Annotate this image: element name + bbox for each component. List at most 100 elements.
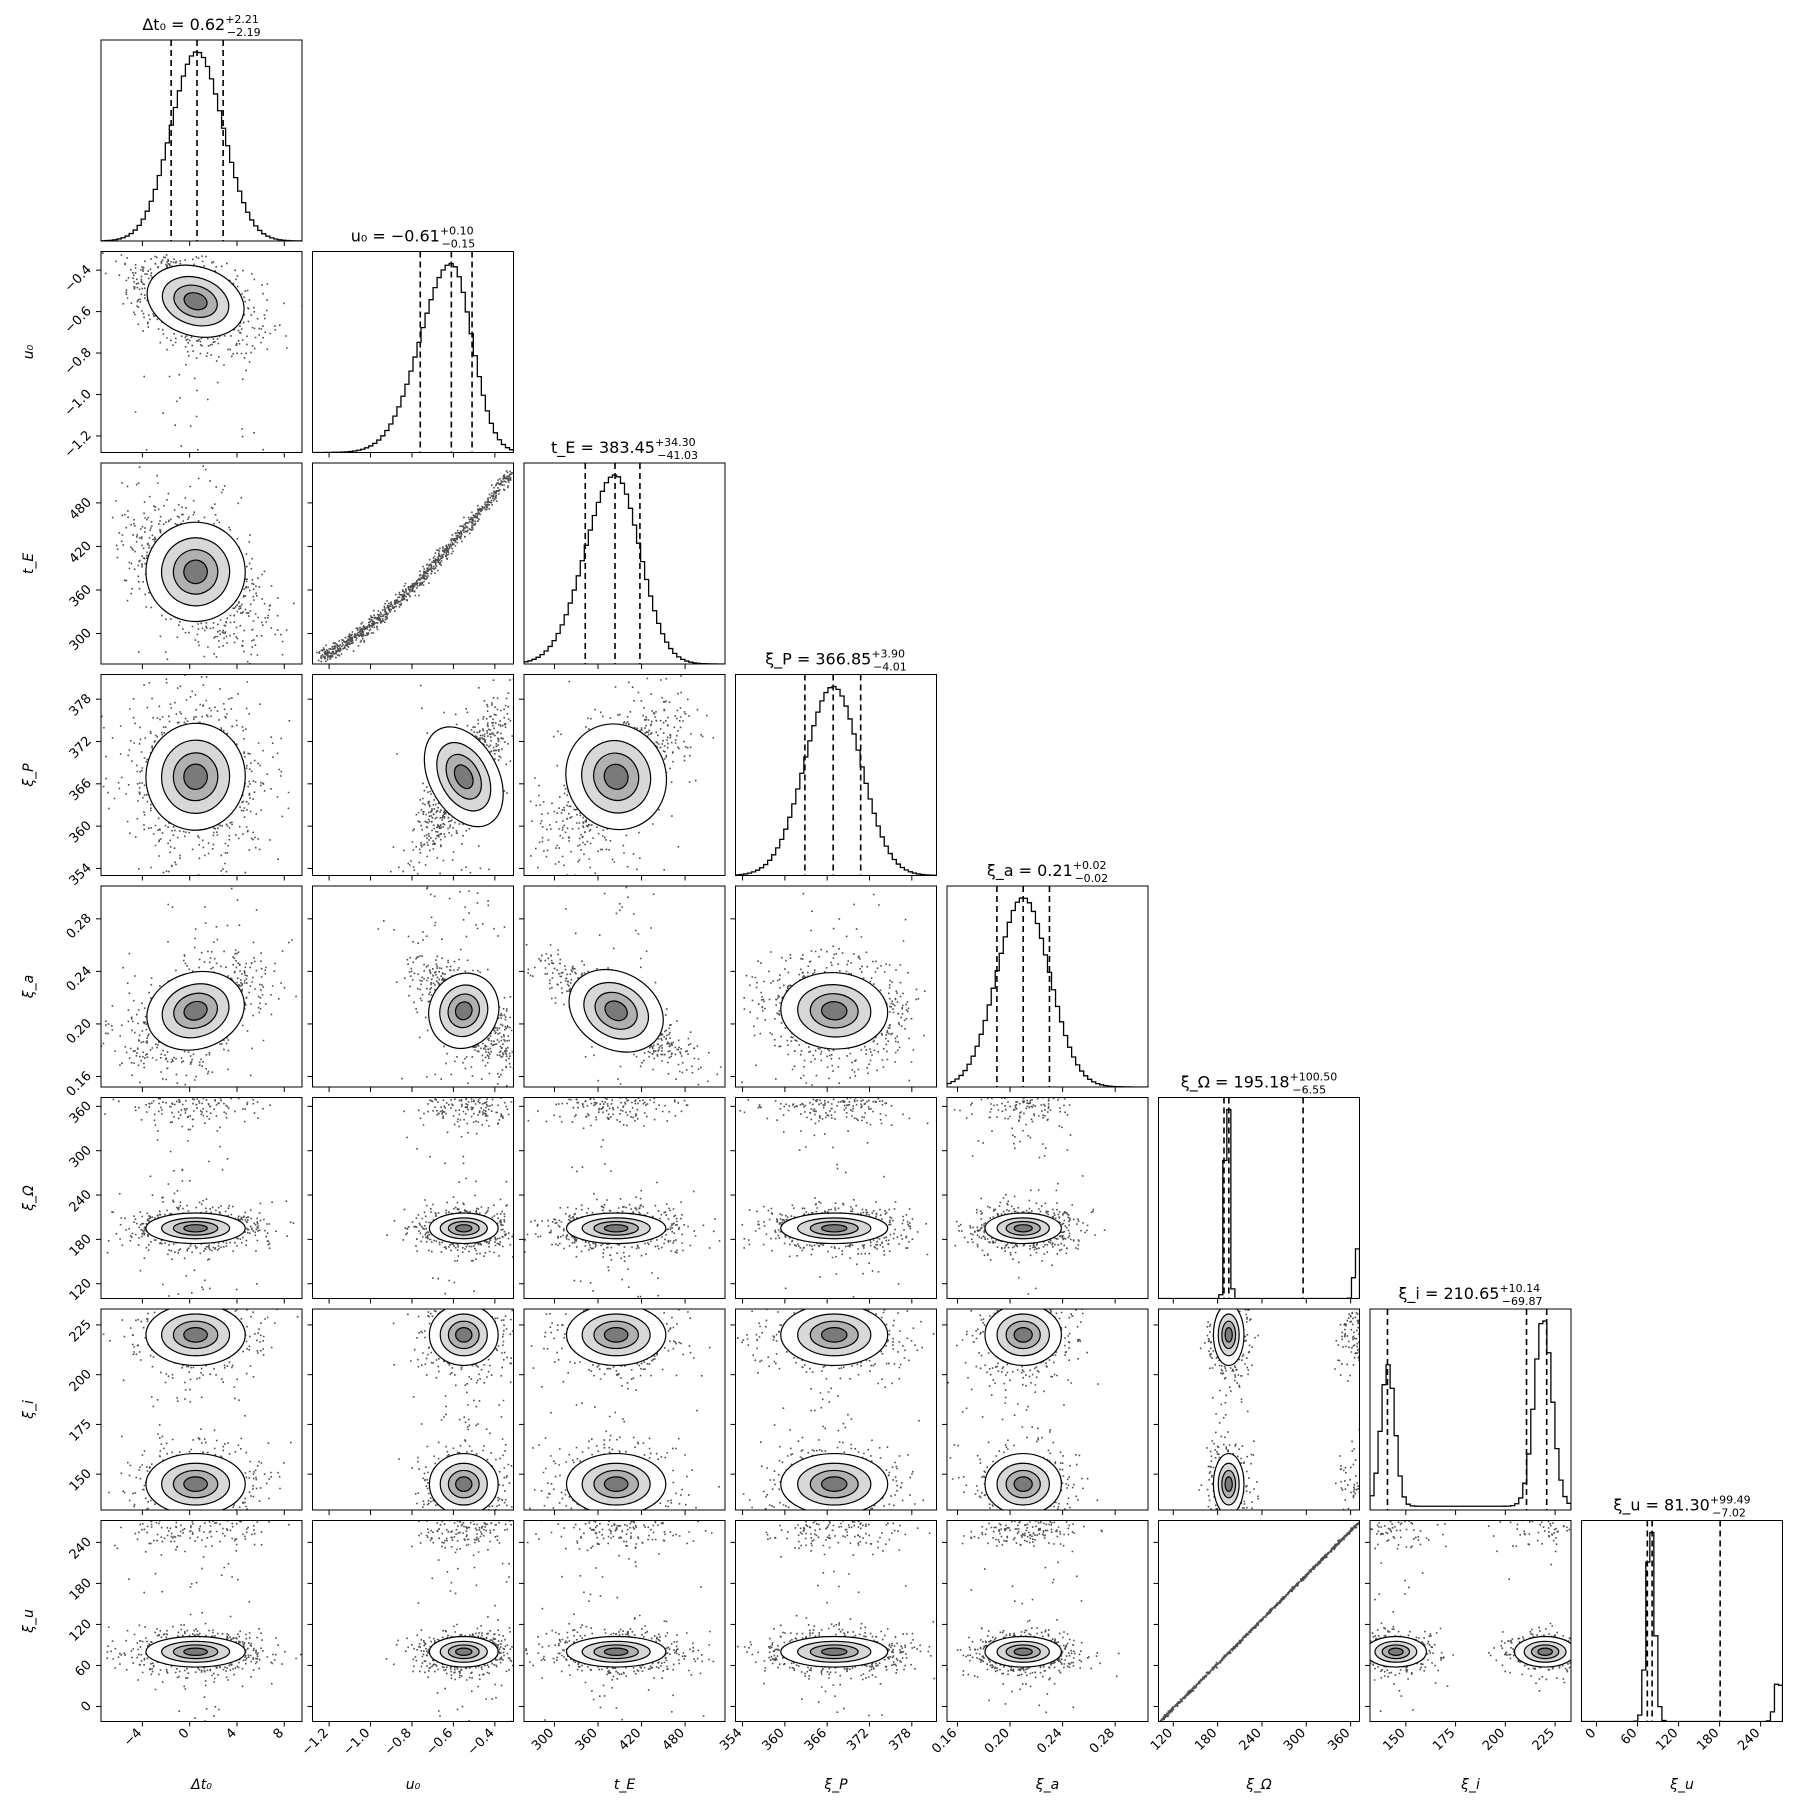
y-tick-label: 0.28: [64, 911, 95, 942]
scatter-panel-xiu-vs-tE: [511, 1501, 725, 1727]
hist-panel-xiP: ξ_P = 366.85+3.90 −4.01: [736, 648, 937, 881]
hist-panel-xii: ξ_i = 210.65+10.14 −69.87: [1370, 1282, 1571, 1515]
density-contours: [985, 1213, 1061, 1244]
panel-frame: [947, 1521, 1148, 1722]
panel-frame: [736, 675, 937, 876]
contour-level-3: [184, 1328, 208, 1342]
x-tick-label: 378: [886, 1726, 914, 1754]
histogram-step: [524, 475, 725, 664]
y-axis-label-u0: u₀: [21, 344, 37, 359]
scatter-panel-xia-vs-tE: [510, 886, 725, 1103]
panel-title-xiO: ξ_Ω = 195.18+100.50 −6.55: [1181, 1071, 1337, 1097]
hist-panel-tE: t_E = 383.45+34.30 −41.03: [524, 436, 725, 669]
x-tick-label: 120: [1653, 1726, 1681, 1754]
density-contours: [137, 959, 255, 1062]
histogram-step: [1370, 1321, 1571, 1510]
y-tick-label: −0.4: [62, 262, 95, 295]
panel-frame: [736, 1521, 937, 1722]
contour-level-3: [1014, 1477, 1032, 1491]
panel-title-xia: ξ_a = 0.21+0.02 −0.02: [987, 859, 1108, 885]
contour-level-3: [1538, 1648, 1552, 1655]
scatter-panel-tE-vs-u0: [308, 463, 516, 669]
contour-level-3: [822, 1477, 847, 1491]
scatter-panel-xiO-vs-u0: [308, 1073, 536, 1303]
density-contours: [1213, 1304, 1244, 1514]
y-tick-label: 150: [67, 1466, 95, 1494]
panel-frame: [1159, 1309, 1360, 1510]
density-contours: [133, 510, 258, 635]
contour-level-3: [1014, 1648, 1032, 1655]
hist-panel-dt0: Δt₀ = 0.62+2.21 −2.19: [101, 13, 302, 246]
scatter-panel-xiO-vs-xiP: [731, 1075, 946, 1303]
density-contours: [549, 708, 684, 846]
x-tick-label: −1.0: [340, 1726, 373, 1759]
scatter-points: [507, 1059, 721, 1298]
y-tick-label: 360: [67, 818, 95, 846]
x-tick-label: 225: [1530, 1726, 1558, 1754]
y-tick-label: 300: [67, 1143, 95, 1171]
panel-frame: [947, 1098, 1148, 1299]
panel-title-xiP: ξ_P = 366.85+3.90 −4.01: [765, 648, 907, 674]
panel-title-tE: t_E = 383.45+34.30 −41.03: [551, 436, 698, 462]
x-tick-label: 200: [1480, 1726, 1508, 1754]
y-tick-label: 378: [67, 691, 95, 719]
x-tick-label: 240: [1735, 1726, 1763, 1754]
density-contours: [567, 1636, 666, 1667]
panel-frame: [524, 1521, 725, 1722]
y-tick-label: 120: [67, 1276, 95, 1304]
histogram-step: [947, 898, 1148, 1087]
density-contours: [1365, 1636, 1575, 1667]
density-contours: [429, 1213, 498, 1244]
scatter-points: [96, 1502, 333, 1722]
density-contours: [985, 1304, 1061, 1514]
y-tick-label: 0.16: [64, 1069, 95, 1100]
density-contours: [985, 1636, 1061, 1667]
contour-level-3: [1014, 1225, 1032, 1232]
panel-frame: [947, 886, 1148, 1087]
density-contours: [146, 1213, 245, 1244]
contour-level-3: [184, 1648, 208, 1655]
scatter-panel-xiu-vs-xiP: [720, 1486, 956, 1726]
x-tick-label: 300: [1281, 1726, 1309, 1754]
x-tick-label: 180: [1192, 1726, 1220, 1754]
x-tick-label: 180: [1694, 1726, 1722, 1754]
scatter-panel-tE-vs-dt0: [94, 463, 302, 682]
panel-frame: [101, 1098, 302, 1299]
panel-title-dt0: Δt₀ = 0.62+2.21 −2.19: [142, 13, 260, 39]
panel-frame: [313, 1098, 514, 1299]
scatter-panel-xii-vs-xia: [926, 1278, 1148, 1544]
panel-frame: [1582, 1521, 1783, 1722]
panel-frame: [313, 252, 514, 453]
y-tick-label: 420: [67, 539, 95, 567]
density-contours: [567, 1213, 666, 1244]
panel-frame: [313, 1521, 514, 1722]
x-tick-label: 60: [1618, 1726, 1640, 1748]
scatter-points: [939, 1074, 1106, 1295]
x-tick-label: 0.16: [929, 1726, 960, 1757]
density-contours: [429, 1304, 498, 1514]
contour-level-3: [604, 1225, 628, 1232]
scatter-points: [316, 469, 516, 662]
scatter-panel-xiu-vs-xiO: [1154, 1520, 1361, 1727]
scatter-panel-xiu-vs-u0: [308, 1499, 532, 1726]
y-tick-label: 240: [67, 1535, 95, 1563]
panel-frame: [1370, 1309, 1571, 1510]
histogram-step: [313, 264, 514, 453]
hist-panel-u0: u₀ = −0.61+0.10 −0.15: [313, 225, 514, 458]
panel-title-u0: u₀ = −0.61+0.10 −0.15: [351, 225, 476, 251]
x-tick-label: 420: [616, 1726, 644, 1754]
y-tick-label: 0.20: [64, 1016, 95, 1047]
x-tick-label: 0.24: [1034, 1726, 1065, 1757]
density-contours: [781, 1213, 888, 1244]
density-contours: [143, 720, 249, 833]
density-contours: [138, 254, 253, 349]
histogram-step: [1582, 1533, 1783, 1722]
x-axis-label-tE: t_E: [614, 1777, 635, 1793]
contour-level-3: [822, 1328, 847, 1342]
scatter-panel-xiP-vs-dt0: [87, 674, 303, 891]
y-tick-label: −1.2: [62, 428, 95, 461]
density-contours: [146, 1636, 245, 1667]
scatter-panel-xiu-vs-xia: [937, 1502, 1148, 1727]
contour-level-3: [456, 1648, 472, 1655]
